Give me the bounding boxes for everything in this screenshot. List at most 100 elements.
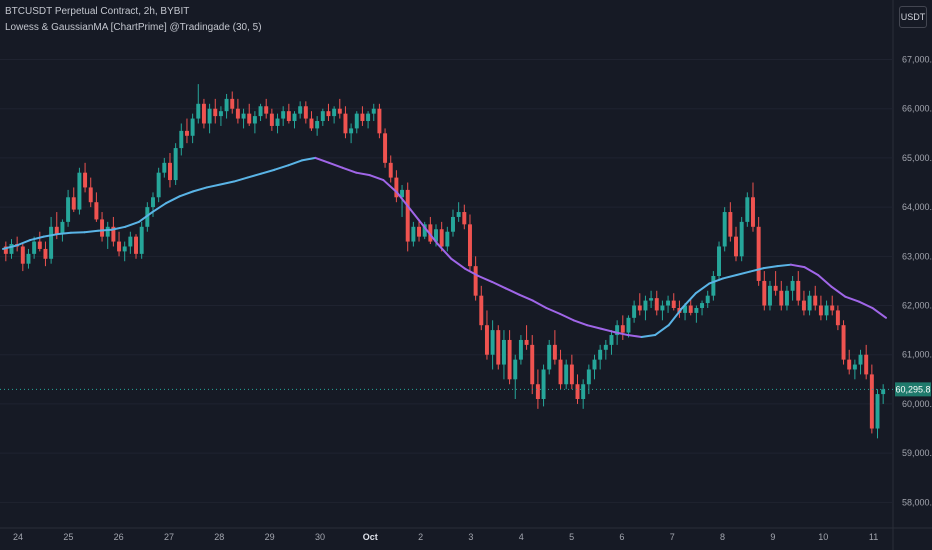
candle-body	[467, 224, 472, 267]
time-tick-label: 7	[670, 532, 675, 542]
candle-body	[530, 344, 535, 385]
moving-average-segment	[681, 292, 697, 309]
candle-body	[394, 177, 399, 198]
candle-body	[281, 111, 286, 119]
moving-average-segment	[219, 180, 235, 186]
candle-body	[717, 246, 722, 276]
candle-body	[349, 128, 354, 134]
time-tick-label: 2	[418, 532, 423, 542]
candle-body	[790, 280, 795, 291]
candle-body	[400, 189, 405, 198]
moving-average-segment	[15, 239, 32, 247]
candle-body	[547, 344, 552, 370]
moving-average-segment	[368, 174, 385, 182]
candle-body	[213, 108, 218, 117]
moving-average-segment	[477, 275, 494, 283]
candle-body	[43, 248, 48, 259]
candle-body	[632, 305, 637, 318]
candle-body	[179, 130, 184, 149]
candle-body	[649, 298, 654, 301]
candle-body	[524, 339, 529, 345]
candle-body	[201, 103, 206, 124]
candle-body	[332, 108, 337, 117]
candle-body	[711, 276, 716, 296]
candle-body	[111, 226, 116, 242]
moving-average-segment	[232, 176, 249, 183]
price-tick-label: 62,000.0	[902, 301, 932, 311]
candle-body	[654, 298, 659, 311]
candle-body	[479, 295, 484, 326]
candle-body	[71, 197, 76, 210]
time-tick-label: 11	[869, 532, 878, 542]
candle-body	[298, 106, 303, 114]
moving-average-segment	[260, 168, 276, 175]
candle-body	[722, 212, 727, 247]
candle-body	[615, 325, 620, 336]
moving-average-segment	[273, 164, 290, 171]
candle-body	[564, 364, 569, 385]
time-tick-label: 25	[63, 532, 73, 542]
candle-body	[83, 172, 88, 188]
price-tick-label: 60,000.0	[902, 399, 932, 409]
candle-body	[190, 118, 195, 136]
candle-body	[841, 325, 846, 360]
candle-body	[507, 339, 512, 380]
candle-body	[32, 241, 37, 254]
moving-average-segment	[137, 211, 154, 223]
candle-body	[592, 359, 597, 370]
price-tick-label: 66,000.0	[902, 104, 932, 114]
candle-body	[683, 305, 688, 313]
candle-body	[739, 221, 744, 257]
candle-body	[552, 344, 557, 360]
moving-average-segment	[42, 233, 59, 238]
moving-average-segment	[558, 312, 575, 322]
moving-average-segment	[749, 267, 765, 273]
candle-body	[128, 236, 133, 247]
moving-average-segment	[844, 295, 860, 303]
candle-body	[694, 307, 699, 313]
candle-body	[122, 246, 127, 252]
candle-body	[807, 295, 812, 311]
price-tick-label: 67,000.0	[902, 55, 932, 65]
candle-body	[637, 305, 642, 311]
candle-body	[439, 229, 444, 247]
candle-body	[779, 290, 784, 306]
candle-body	[496, 330, 501, 365]
candle-body	[230, 98, 235, 109]
candle-body	[117, 241, 122, 252]
price-tick-label: 64,000.0	[902, 202, 932, 212]
moving-average-segment	[436, 243, 453, 260]
candle-body	[671, 300, 676, 308]
time-tick-label: 6	[619, 532, 624, 542]
time-tick-label: 4	[519, 532, 524, 542]
candle-body	[258, 106, 263, 117]
moving-average-segment	[613, 331, 629, 337]
candle-body	[626, 317, 631, 333]
moving-average-segment	[735, 270, 752, 277]
moving-average-segment	[56, 231, 72, 236]
candle-body	[700, 303, 705, 308]
moving-average-segment	[803, 266, 820, 277]
candle-body	[801, 300, 806, 311]
candle-body	[162, 162, 167, 173]
price-tick-label: 61,000.0	[902, 350, 932, 360]
candle-body	[643, 300, 648, 311]
candle-body	[264, 106, 269, 114]
moving-average-segment	[857, 300, 874, 309]
price-tick-label: 63,000.0	[902, 251, 932, 261]
candle-body	[462, 212, 467, 225]
candle-body	[484, 325, 489, 355]
candle-body	[60, 221, 65, 235]
candle-body	[835, 310, 840, 326]
currency-button[interactable]: USDT	[899, 6, 927, 28]
candle-body	[377, 108, 382, 134]
candle-body	[569, 364, 574, 385]
moving-average-segment	[789, 263, 806, 269]
candle-body	[77, 172, 82, 210]
candle-body	[241, 113, 246, 119]
candle-body	[37, 241, 42, 249]
candle-body	[343, 113, 348, 134]
moving-average-segment	[110, 225, 127, 231]
moving-average-segment	[531, 299, 548, 309]
